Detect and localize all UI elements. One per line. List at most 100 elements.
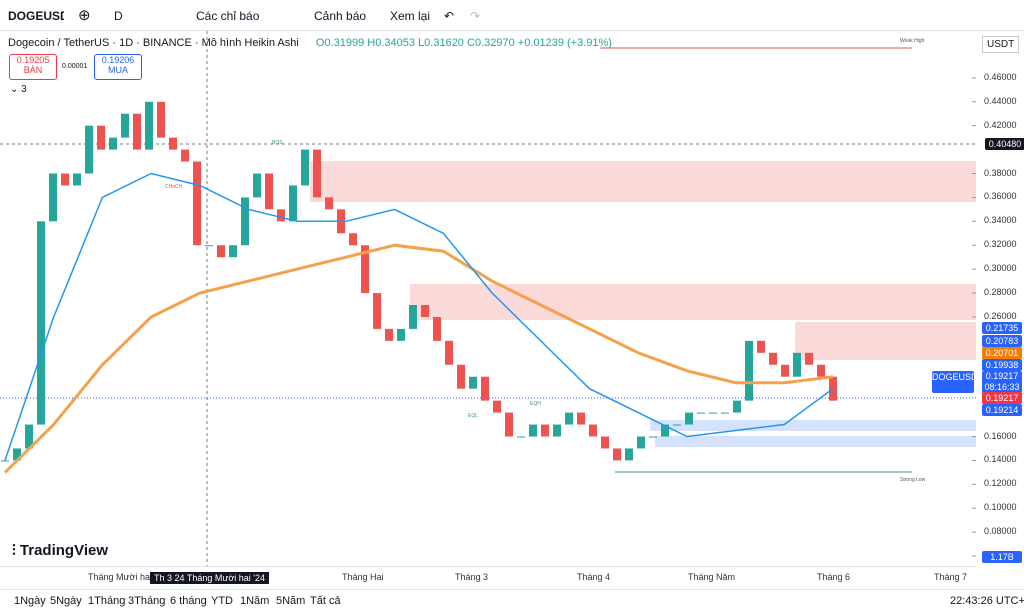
candle	[781, 364, 789, 377]
legend-open: O0.31999	[315, 37, 365, 49]
candle	[733, 400, 741, 413]
range[interactable]: 6 tháng	[170, 595, 207, 607]
candle	[289, 185, 297, 222]
time-label: Tháng Mười hai	[88, 572, 152, 582]
time-label: Tháng 6	[817, 572, 851, 582]
symbol-badge: DOGEUSDT	[932, 371, 983, 393]
supply-zone	[310, 161, 976, 202]
symbol-search[interactable]: DOGEUSDT	[8, 9, 64, 23]
candle	[13, 448, 21, 461]
candle	[673, 424, 681, 426]
interval[interactable]: D	[114, 9, 123, 23]
candle	[529, 424, 537, 437]
y-tick-label: 0.32000	[984, 239, 1017, 250]
candle	[301, 149, 309, 186]
candle	[109, 137, 117, 150]
crosshair-price: 0.40480	[985, 138, 1024, 150]
indicators[interactable]: Các chỉ báo	[196, 9, 260, 23]
y-tick-label: 0.26000	[984, 310, 1017, 321]
supply-zone	[795, 322, 976, 360]
logo[interactable]: ⫶ TradingView	[12, 542, 109, 559]
candle	[49, 173, 57, 222]
price-badge: 0.21735	[982, 322, 1022, 334]
y-tick-label: 0.46000	[984, 71, 1017, 82]
candle	[217, 245, 225, 258]
replay[interactable]: Xem lại	[390, 9, 431, 23]
candle	[769, 352, 777, 365]
candle	[661, 424, 669, 437]
legend-change: +0.01239 (+3.91%)	[517, 37, 612, 49]
candle	[133, 113, 141, 150]
legend: Dogecoin / TetherUS · 1D · BINANCE · Mô …	[8, 37, 612, 49]
price: 0.19217	[985, 371, 1019, 381]
ma-line	[3, 243, 834, 474]
candle	[277, 209, 285, 222]
undo[interactable]: ↶	[444, 9, 455, 23]
indicator-count[interactable]: ⌄ 3	[10, 84, 27, 95]
demand-zone	[650, 420, 976, 431]
count: 3	[21, 84, 27, 95]
ema-line	[4, 172, 834, 461]
candle	[577, 412, 585, 425]
range[interactable]: 5Ngày	[50, 595, 82, 607]
candle	[97, 125, 105, 150]
candle	[169, 137, 177, 150]
candle	[457, 364, 465, 389]
supply-zone	[410, 284, 976, 320]
candle	[553, 424, 561, 437]
price-badge: 0.20701	[982, 347, 1022, 359]
y-tick-label: 0.08000	[984, 526, 1017, 537]
buy-label: MUA	[108, 65, 128, 75]
range[interactable]: 1Năm	[240, 595, 270, 607]
price-badge: 0.20783	[982, 335, 1022, 347]
candle	[397, 328, 405, 341]
candle	[625, 448, 633, 461]
y-tick-label: 0.16000	[984, 430, 1017, 441]
candle	[265, 173, 273, 210]
time-label: Tháng 3	[455, 572, 489, 582]
annotation: BOS	[272, 140, 283, 146]
candle	[493, 400, 501, 413]
range[interactable]: 1Tháng	[88, 595, 126, 607]
candle	[253, 173, 261, 198]
y-tick-label: 0.34000	[984, 215, 1017, 226]
range[interactable]: 1Ngày	[14, 595, 46, 607]
candle	[745, 340, 753, 401]
candle	[481, 376, 489, 401]
clock: 22:43:26 UTC+7	[950, 595, 1024, 607]
candle	[385, 328, 393, 341]
candle	[409, 305, 417, 329]
countdown: 08:16:33	[984, 382, 1020, 392]
range[interactable]: 3Tháng	[128, 595, 166, 607]
candle	[121, 113, 129, 138]
legend-title: Dogecoin / TetherUS · 1D · BINANCE · Mô …	[8, 37, 299, 49]
y-tick-label: 0.44000	[984, 95, 1017, 106]
annotation: CHoCH	[165, 184, 183, 190]
add-symbol[interactable]: ⊕	[78, 7, 91, 24]
candle	[793, 352, 801, 377]
price-badge: 0.19217	[982, 392, 1022, 404]
sell-label: BÁN	[23, 65, 43, 75]
candle	[157, 101, 165, 138]
buy-button[interactable]: 0.19206 MUA	[94, 54, 142, 80]
candle	[637, 436, 645, 449]
time-label: Tháng Hai	[342, 572, 384, 582]
sell-button[interactable]: 0.19205 BÁN	[9, 54, 57, 80]
candle	[601, 436, 609, 449]
candle	[817, 364, 825, 377]
range[interactable]: Tất cả	[310, 595, 341, 607]
time-label: Tháng 4	[577, 572, 611, 582]
alerts[interactable]: Cảnh báo	[314, 9, 367, 23]
candle	[145, 101, 153, 150]
price-badge: 0.19214	[982, 404, 1022, 416]
range[interactable]: 5Năm	[276, 595, 306, 607]
toolbar: DOGEUSDT ⊕ D Các chỉ báo Cảnh báo Xem lạ…	[0, 0, 1024, 31]
redo[interactable]: ↷	[470, 9, 481, 23]
range[interactable]: YTD	[211, 595, 233, 607]
candle	[421, 305, 429, 317]
currency[interactable]: USDT	[982, 36, 1020, 53]
candle	[589, 424, 597, 437]
y-tick-label: 0.12000	[984, 478, 1017, 489]
buy-price: 0.19206	[101, 55, 135, 65]
